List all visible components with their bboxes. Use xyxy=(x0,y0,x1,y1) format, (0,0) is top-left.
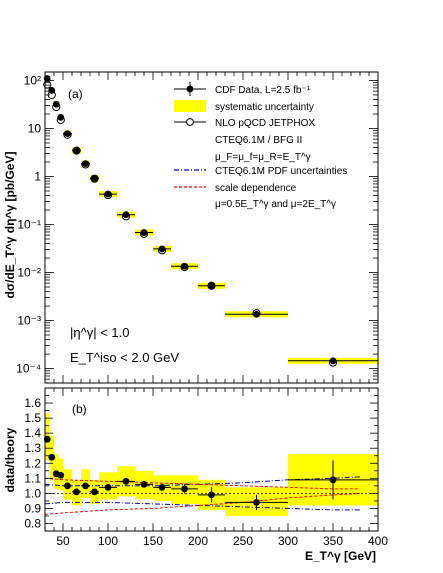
data-point xyxy=(140,229,148,236)
x-tick-label: 100 xyxy=(98,534,118,548)
data-point xyxy=(253,310,260,318)
top-data-series xyxy=(45,77,378,362)
top-plot-frame xyxy=(44,71,379,384)
top-y-tick-label: 10⁻⁴ xyxy=(16,362,41,376)
top-y-axis-title: dσ/dE_T^γ dη^γ [pb/GeV] xyxy=(3,152,17,299)
x-tick-label: 50 xyxy=(56,534,70,548)
ratio-point xyxy=(48,453,56,461)
bottom-x-axis: 50 100 150 200 250 300 350 400 xyxy=(44,388,388,548)
x-tick-label: 250 xyxy=(233,534,253,548)
ratio-point xyxy=(91,488,98,496)
legend-marker-theory xyxy=(186,118,194,126)
legend-entry-data: CDF Data, L=2.5 fb⁻¹ xyxy=(174,82,311,96)
legend-entry-theory: NLO pQCD JETPHOX xyxy=(174,118,315,129)
ratio-point xyxy=(73,488,80,496)
top-y-tick-label: 10⁻³ xyxy=(17,314,41,328)
data-point xyxy=(158,245,166,253)
top-y-tick-label: 1 xyxy=(34,169,41,183)
data-point xyxy=(73,146,80,154)
x-tick-label: 200 xyxy=(188,534,208,548)
x-tick-label: 150 xyxy=(143,534,163,548)
ratio-point xyxy=(181,485,188,493)
bottom-y-tick-label: 1.3 xyxy=(24,441,41,455)
bottom-y-tick-label: 1.5 xyxy=(24,411,41,425)
x-tick-label: 350 xyxy=(323,534,343,548)
data-point xyxy=(122,211,130,219)
top-systematic-bands xyxy=(45,75,378,364)
bottom-y-tick-label: 1.1 xyxy=(24,471,41,485)
data-point xyxy=(64,130,71,138)
bottom-plot-frame xyxy=(44,387,379,532)
top-y-tick-label: 10² xyxy=(24,73,41,87)
legend-swatch-systematic xyxy=(174,100,206,112)
bottom-y-axis-title: data/theory xyxy=(3,427,17,492)
bottom-panel-label: (b) xyxy=(72,402,87,416)
data-point xyxy=(329,357,337,365)
data-point xyxy=(104,190,112,198)
top-panel-label: (a) xyxy=(68,87,83,101)
bottom-y-tick-label: 1.2 xyxy=(24,456,41,470)
bottom-y-tick-label: 1.0 xyxy=(24,486,41,500)
legend-label-theory: NLO pQCD JETPHOX xyxy=(215,118,315,129)
ratio-point xyxy=(104,483,112,491)
top-y-axis: 10⁻⁴ 10⁻³ 10⁻² 10⁻¹ 1 10 10² xyxy=(16,73,378,384)
bottom-y-axis: 0.80.91.01.11.21.31.41.51.6 xyxy=(24,387,378,532)
top-theory-series xyxy=(43,75,338,367)
data-point xyxy=(52,100,60,108)
bottom-y-tick-label: 1.6 xyxy=(24,396,41,410)
ratio-point xyxy=(82,482,89,490)
ratio-point xyxy=(64,482,71,490)
ratio-point xyxy=(329,476,337,484)
bottom-data-series xyxy=(43,435,378,510)
bottom-y-tick-label: 0.9 xyxy=(24,501,41,515)
legend-label-pdf-set: CTEQ6.1M / BFG II xyxy=(215,135,302,146)
ratio-point xyxy=(253,499,260,506)
top-panel: 10⁻⁴ 10⁻³ 10⁻² 10⁻¹ 1 10 10² (a) |η^γ| < 1.0 E… xyxy=(3,71,379,384)
top-y-tick-label: 10⁻² xyxy=(17,266,41,280)
top-x-axis xyxy=(44,72,379,383)
legend-entry-scale: scale dependence xyxy=(174,183,297,194)
top-y-tick-label: 10⁻¹ xyxy=(17,218,41,232)
pdf-uncertainty-upper xyxy=(44,476,361,487)
data-point xyxy=(208,282,215,290)
ratio-point xyxy=(208,491,215,499)
legend-entry-pdf: CTEQ6.1M PDF uncertainties xyxy=(174,166,347,177)
data-point xyxy=(181,262,188,270)
data-point xyxy=(57,114,65,121)
data-point xyxy=(48,87,56,94)
legend-marker-data xyxy=(186,85,194,93)
x-tick-label: 400 xyxy=(368,534,388,548)
legend-label-scale-choice: μ_F=μ_f=μ_R=E_T^γ xyxy=(215,152,311,163)
legend-label-scale: scale dependence xyxy=(215,183,297,194)
ratio-point xyxy=(122,477,130,485)
bottom-panel: 0.80.91.01.11.21.31.41.51.6 50 100 150 200 2… xyxy=(3,387,388,563)
ratio-point xyxy=(140,480,148,488)
eta-cut-label: |η^γ| < 1.0 xyxy=(70,325,129,340)
legend-label-systematic: systematic uncertainty xyxy=(215,102,314,113)
legend-entry-systematic: systematic uncertainty xyxy=(174,100,314,113)
data-point xyxy=(91,174,98,182)
ratio-point xyxy=(57,471,65,479)
iso-cut-label: E_T^iso < 2.0 GeV xyxy=(70,350,179,365)
pdf-uncertainty-lower xyxy=(44,501,360,511)
top-y-tick-label: 10 xyxy=(28,121,42,135)
legend-label-pdf: CTEQ6.1M PDF uncertainties xyxy=(215,166,347,177)
x-tick-label: 300 xyxy=(278,534,298,548)
legend-label-data: CDF Data, L=2.5 fb⁻¹ xyxy=(215,85,311,96)
bottom-y-tick-label: 1.4 xyxy=(24,426,41,440)
legend-label-scale-variation: μ=0.5E_T^γ and μ=2E_T^γ xyxy=(215,199,336,210)
legend: CDF Data, L=2.5 fb⁻¹ systematic uncertai… xyxy=(174,82,347,210)
x-axis-title: E_T^γ [GeV] xyxy=(305,549,376,563)
data-point xyxy=(82,160,89,168)
ratio-point xyxy=(158,483,166,491)
bottom-y-tick-label: 0.8 xyxy=(24,516,41,530)
